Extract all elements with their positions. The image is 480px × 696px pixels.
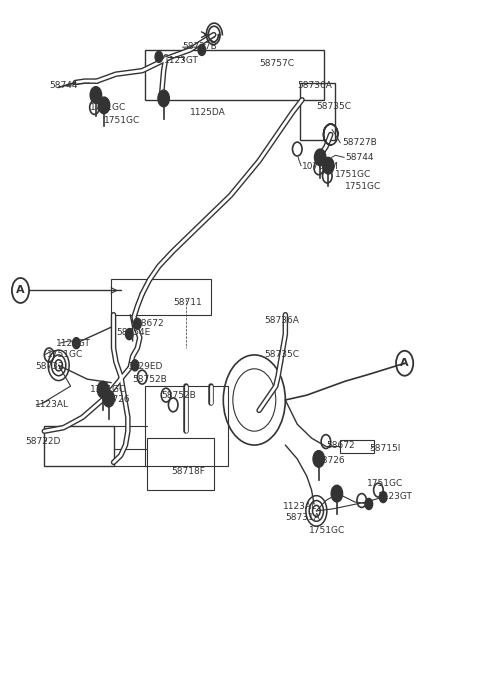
Circle shape xyxy=(158,90,169,106)
Circle shape xyxy=(365,498,372,509)
Text: 1123AL: 1123AL xyxy=(283,502,317,511)
Bar xyxy=(340,440,373,452)
Text: 58711: 58711 xyxy=(173,299,202,308)
Text: 1751GC: 1751GC xyxy=(90,385,126,394)
Text: 1123GT: 1123GT xyxy=(56,340,91,348)
Text: 1751GC: 1751GC xyxy=(366,480,403,489)
Text: 58726: 58726 xyxy=(102,395,130,404)
Text: 1751GC: 1751GC xyxy=(104,116,140,125)
Text: 1123AL: 1123AL xyxy=(35,400,69,409)
Text: 58736A: 58736A xyxy=(264,316,299,325)
Text: 58752B: 58752B xyxy=(132,374,168,383)
Text: 1751GC: 1751GC xyxy=(47,350,83,359)
Text: 1751GC: 1751GC xyxy=(90,103,126,112)
Text: 58735C: 58735C xyxy=(316,102,351,111)
Text: 58727B: 58727B xyxy=(343,139,377,148)
Circle shape xyxy=(133,318,141,329)
Circle shape xyxy=(72,338,80,349)
Text: 1129ED: 1129ED xyxy=(128,362,163,371)
Bar xyxy=(300,84,336,140)
Circle shape xyxy=(98,97,110,113)
Text: 1751GC: 1751GC xyxy=(345,182,381,191)
Text: 1076AM: 1076AM xyxy=(302,162,339,171)
Bar xyxy=(144,386,228,466)
Text: 58715I: 58715I xyxy=(369,444,400,453)
Circle shape xyxy=(97,381,109,398)
Circle shape xyxy=(125,329,133,340)
Circle shape xyxy=(198,45,205,56)
Text: 1751GC: 1751GC xyxy=(336,171,372,179)
Text: 1123GT: 1123GT xyxy=(164,56,199,65)
Bar xyxy=(147,438,214,490)
Circle shape xyxy=(314,149,326,166)
Text: 58672: 58672 xyxy=(326,441,355,450)
Text: 58731A: 58731A xyxy=(285,514,320,522)
Text: 58744: 58744 xyxy=(345,153,373,162)
Text: 58757C: 58757C xyxy=(259,59,294,68)
Text: 58752B: 58752B xyxy=(161,390,196,400)
Text: 1123GT: 1123GT xyxy=(378,492,413,501)
Text: 58736A: 58736A xyxy=(297,81,332,90)
Text: 58718F: 58718F xyxy=(171,467,204,476)
Text: 58732: 58732 xyxy=(35,362,63,371)
Text: 58735C: 58735C xyxy=(264,350,299,359)
Text: 58672: 58672 xyxy=(135,319,164,328)
Circle shape xyxy=(313,450,324,467)
Text: 58722D: 58722D xyxy=(25,437,60,446)
Text: 58744: 58744 xyxy=(49,81,78,90)
Circle shape xyxy=(90,87,102,103)
Bar xyxy=(44,426,114,466)
Circle shape xyxy=(131,360,139,371)
Text: 1125DA: 1125DA xyxy=(190,108,226,117)
Bar xyxy=(111,278,211,315)
Circle shape xyxy=(379,491,387,503)
Circle shape xyxy=(323,157,334,174)
Text: A: A xyxy=(16,285,25,296)
Text: 58727B: 58727B xyxy=(183,42,217,51)
Text: A: A xyxy=(400,358,409,368)
Circle shape xyxy=(155,52,163,63)
Text: 58754E: 58754E xyxy=(116,329,150,338)
Bar xyxy=(144,50,324,100)
Circle shape xyxy=(103,390,115,407)
Text: 58726: 58726 xyxy=(316,457,345,466)
Text: 1751GC: 1751GC xyxy=(309,525,346,535)
Circle shape xyxy=(331,485,343,502)
